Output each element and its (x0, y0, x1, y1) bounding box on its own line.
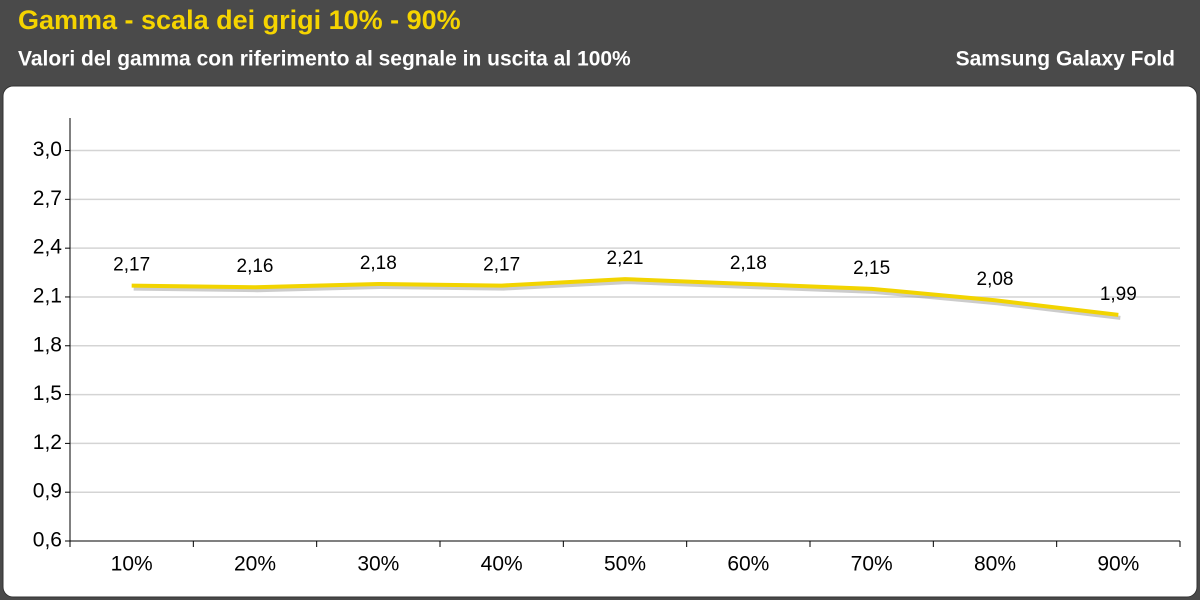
series-line (131, 277, 1119, 317)
data-label: 2,15 (853, 258, 890, 279)
y-tick-label: 2,4 (33, 236, 63, 259)
y-tick-label: 1,5 (33, 382, 62, 405)
y-tick-label: 0,6 (33, 529, 62, 552)
data-label: 2,08 (977, 269, 1014, 290)
y-tick-label: 2,7 (33, 187, 62, 210)
y-tick-label: 0,9 (33, 480, 62, 503)
data-label: 2,21 (607, 248, 644, 269)
chart-title: Gamma - scala dei grigi 10% - 90% (18, 5, 461, 35)
device-name: Samsung Galaxy Fold (956, 48, 1175, 71)
data-label: 2,17 (113, 255, 150, 276)
series-shadow (133, 280, 1121, 320)
x-tick-label: 20% (234, 553, 276, 576)
chart-subtitle: Valori del gamma con riferimento al segn… (18, 48, 631, 71)
x-tick-label: 10% (111, 553, 153, 576)
x-tick-label: 60% (727, 553, 769, 576)
y-tick-label: 1,2 (33, 431, 62, 454)
data-label: 2,16 (237, 256, 274, 277)
data-label: 2,18 (360, 253, 397, 274)
y-tick-label: 1,8 (33, 333, 62, 356)
data-label: 2,17 (483, 255, 520, 276)
data-label: 1,99 (1100, 284, 1137, 305)
x-tick-label: 30% (357, 553, 399, 576)
x-tick-label: 70% (851, 553, 893, 576)
plot-panel (2, 85, 1198, 598)
x-tick-label: 40% (481, 553, 523, 576)
y-tick-label: 2,1 (33, 285, 62, 308)
data-label: 2,18 (730, 253, 767, 274)
x-tick-label: 50% (604, 553, 646, 576)
x-tick-label: 80% (974, 553, 1016, 576)
y-tick-label: 3,0 (33, 138, 62, 161)
x-tick-label: 90% (1097, 553, 1139, 576)
